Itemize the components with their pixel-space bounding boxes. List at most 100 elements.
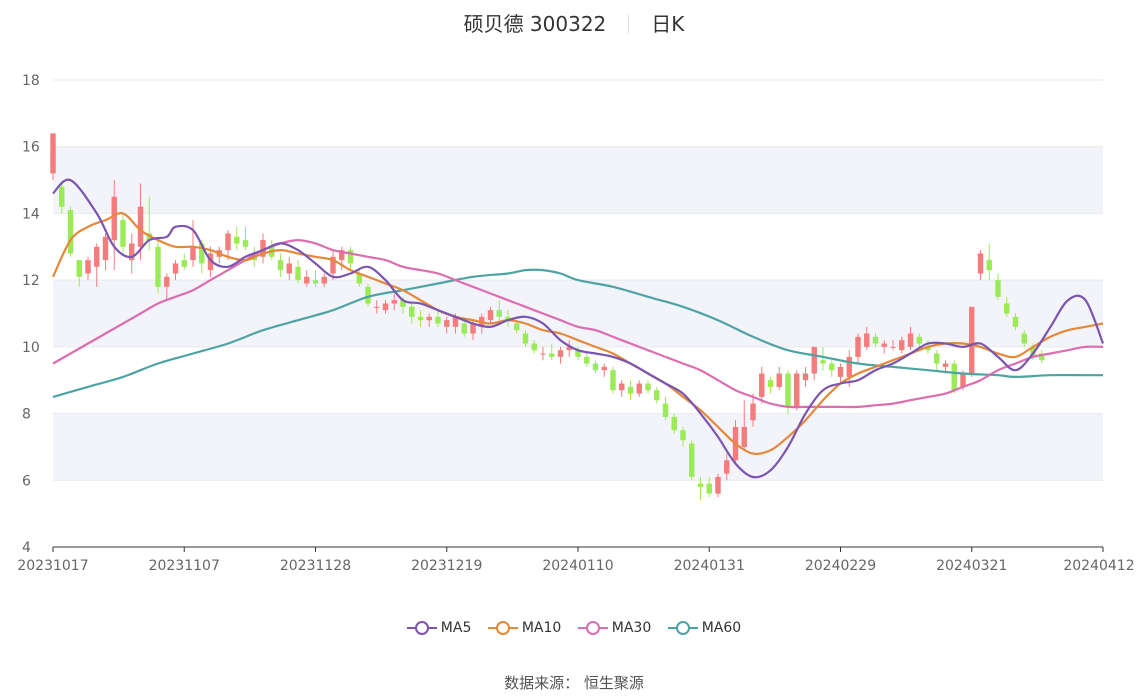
candle [750, 393, 756, 427]
candle [627, 380, 634, 401]
candle-body [619, 383, 625, 391]
candle [155, 240, 161, 294]
candle [977, 250, 984, 281]
candle-body [934, 353, 940, 364]
candle [811, 346, 817, 381]
candle [697, 476, 704, 501]
candle-body [312, 280, 319, 284]
line-ma30 [52, 238, 1104, 409]
candle-body [391, 300, 397, 304]
candle-body [610, 370, 616, 391]
title-separator [628, 15, 630, 33]
y-tick-label: 16 [22, 140, 40, 156]
y-tick-label: 8 [22, 407, 31, 423]
candle-body [636, 383, 642, 394]
candle-body [566, 346, 572, 351]
candle-body [907, 333, 914, 347]
legend-item-ma5[interactable]: MA5 [406, 620, 471, 636]
candle [855, 333, 861, 364]
candle-body [916, 336, 922, 344]
candle [776, 366, 782, 391]
legend-item-ma10[interactable]: MA10 [487, 620, 561, 636]
candle-body [724, 460, 730, 474]
candle [137, 183, 144, 261]
candle [907, 326, 914, 351]
candle-body [925, 346, 931, 351]
candle-body [426, 316, 432, 321]
candle [164, 273, 170, 301]
candle-body [172, 263, 179, 274]
line-ma60 [52, 268, 1103, 398]
y-tick-label: 12 [22, 273, 40, 289]
candle-body [540, 353, 546, 355]
candle [916, 333, 922, 347]
candle [242, 226, 249, 251]
candle [1012, 313, 1019, 331]
candle-body [304, 276, 310, 284]
candle [759, 366, 765, 404]
source-value: 恒生聚源 [583, 674, 644, 692]
candle-body [899, 340, 905, 351]
candle [671, 413, 677, 434]
grid-bands [53, 146, 1103, 481]
candle [584, 353, 590, 367]
candle-body [1012, 316, 1019, 327]
candle-body [759, 373, 765, 397]
candle [365, 283, 371, 307]
candle-body [654, 390, 660, 401]
candle-body [986, 260, 992, 271]
candle-body [750, 403, 756, 421]
grid-band [53, 413, 1103, 481]
candle [557, 346, 564, 364]
period-label: 日K [651, 12, 685, 36]
candle-body [645, 383, 651, 391]
candle [417, 310, 424, 327]
candle-body [330, 256, 336, 274]
candle-body [767, 380, 774, 387]
candle-body [164, 276, 170, 287]
candle [286, 256, 292, 281]
candle [837, 363, 844, 384]
candle [260, 233, 266, 264]
candle-body [356, 273, 362, 284]
legend-item-ma30[interactable]: MA30 [577, 620, 651, 636]
candle-body [820, 360, 826, 364]
x-tick-label: 20240321 [936, 558, 1007, 574]
candle-body [234, 236, 240, 244]
legend-marker-icon [577, 621, 608, 635]
candle-body [155, 246, 161, 287]
candle [846, 350, 852, 387]
candle [592, 360, 599, 374]
candle [741, 400, 747, 451]
candle-body [1021, 333, 1027, 344]
grid-band [53, 280, 1103, 347]
data-source: 数据来源： 恒生聚源 [0, 672, 1148, 693]
candle-body [977, 253, 984, 274]
candle [487, 306, 494, 324]
stock-name: 硕贝德 300322 [463, 12, 607, 36]
candle-body [697, 483, 704, 487]
candle [435, 310, 441, 327]
legend-item-ma60[interactable]: MA60 [667, 620, 741, 636]
candle-body [881, 343, 887, 347]
candle-body [872, 336, 879, 344]
candle [522, 330, 529, 347]
candle [662, 396, 669, 421]
candle [374, 300, 380, 314]
candle-body [102, 236, 109, 261]
candle-body [671, 416, 677, 431]
candle [304, 270, 310, 287]
candle [680, 426, 686, 447]
candle [899, 336, 905, 354]
y-tick-label: 14 [22, 206, 40, 222]
candle-body [347, 250, 354, 264]
x-tick-label: 20231219 [411, 558, 482, 574]
candle [610, 366, 616, 394]
candle [986, 243, 992, 281]
candle [129, 233, 135, 274]
candle [111, 180, 117, 271]
x-tick-label: 20231107 [149, 558, 220, 574]
candle-body [111, 196, 117, 241]
candle [1039, 350, 1045, 364]
